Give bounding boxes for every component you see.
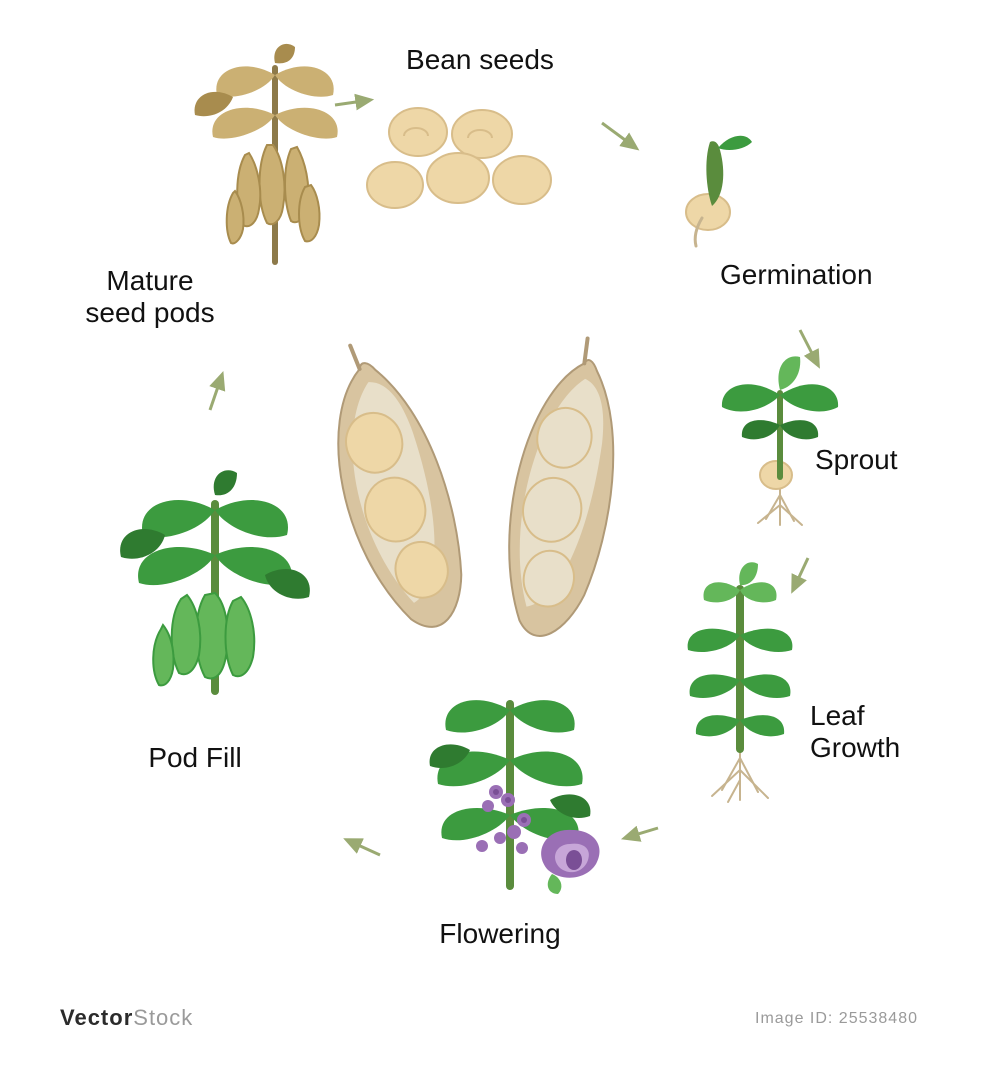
label-mature: Mature seed pods bbox=[60, 265, 240, 329]
arrow-flowering-to-podfill bbox=[347, 840, 380, 855]
arrow-germination-to-sprout bbox=[800, 330, 818, 365]
flowering-illustration bbox=[430, 700, 600, 894]
label-flowering: Flowering bbox=[400, 918, 600, 950]
watermark-id: Image ID: 25538480 bbox=[755, 1010, 918, 1028]
center-pod-illustration bbox=[307, 330, 643, 645]
arrow-mature-to-seeds bbox=[335, 100, 370, 105]
label-leafgrowth: Leaf Growth bbox=[810, 700, 970, 764]
arrow-leafgrowth-to-flowering bbox=[625, 828, 658, 838]
sprout-illustration bbox=[722, 356, 838, 525]
label-seeds: Bean seeds bbox=[380, 44, 580, 76]
label-germination: Germination bbox=[720, 259, 920, 291]
mature-illustration bbox=[195, 44, 338, 265]
arrow-seeds-to-germination bbox=[602, 123, 636, 148]
label-podfill: Pod Fill bbox=[115, 742, 275, 774]
germination-illustration bbox=[686, 136, 752, 246]
seeds-illustration bbox=[367, 108, 551, 208]
label-sprout: Sprout bbox=[815, 444, 975, 476]
watermark-brand-b: Stock bbox=[133, 1005, 193, 1030]
leafgrowth-illustration bbox=[688, 562, 793, 802]
podfill-illustration bbox=[120, 470, 310, 695]
watermark-brand: VectorStock bbox=[60, 1005, 193, 1031]
arrow-podfill-to-mature bbox=[210, 375, 222, 410]
watermark-brand-a: Vector bbox=[60, 1005, 133, 1030]
arrow-sprout-to-leafgrowth bbox=[793, 558, 808, 590]
